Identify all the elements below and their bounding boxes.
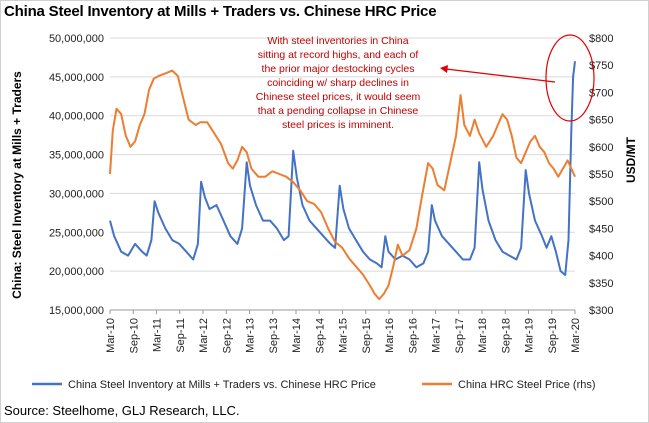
x-tick-label: Mar-13	[245, 318, 257, 353]
y2-tick-label: $550	[589, 169, 613, 181]
x-tick-label: Sep-11	[175, 318, 187, 353]
y-axis-title: China: Steel Inventory at Mills + Trader…	[10, 71, 24, 299]
annotation-line: With steel inventories in China	[267, 35, 408, 47]
price-series-line	[109, 69, 576, 301]
x-tick-label: Mar-17	[431, 318, 443, 353]
annotation-line: Chinese steel prices, it would seem	[256, 91, 421, 103]
x-tick-label: Mar-20	[570, 318, 582, 353]
y-tick-label: 35,000,000	[49, 150, 104, 162]
highlight-ellipse	[545, 34, 595, 122]
x-tick-label: Sep-10	[128, 318, 140, 353]
x-tick-label: Mar-16	[384, 318, 396, 353]
x-tick-label: Sep-12	[221, 318, 233, 353]
y2-tick-label: $300	[589, 305, 613, 317]
x-tick-label: Mar-14	[291, 318, 303, 353]
y2-tick-label: $350	[589, 278, 613, 290]
y-tick-label: 25,000,000	[49, 227, 104, 239]
y2-tick-label: $400	[589, 251, 613, 263]
annotation: With steel inventories in China sitting a…	[256, 35, 421, 131]
y-tick-label: 20,000,000	[49, 266, 104, 278]
x-tick-label: Sep-18	[500, 318, 512, 353]
x-tick-label: Sep-19	[547, 318, 559, 353]
y2-tick-label: $600	[589, 142, 613, 154]
y2-tick-label: $750	[589, 60, 613, 72]
y2-tick-label: $500	[589, 196, 613, 208]
source-note: Source: Steelhome, GLJ Research, LLC.	[4, 403, 240, 418]
y-axis-ticks: 15,000,000 20,000,000 25,000,000 30,000,000…	[49, 33, 104, 317]
y-tick-label: 30,000,000	[49, 188, 104, 200]
y2-tick-label: $450	[589, 223, 613, 235]
inventory-series-line	[109, 61, 576, 276]
y2-tick-label: $800	[589, 33, 613, 45]
x-tick-label: Sep-17	[454, 318, 466, 353]
legend: China Steel Inventory at Mills + Traders…	[32, 379, 596, 391]
x-tick-label: Mar-10	[105, 318, 117, 353]
x-tick-label: Sep-13	[268, 318, 280, 353]
legend-label-price: China HRC Steel Price (rhs)	[458, 379, 596, 391]
x-axis-ticks: Mar-10 Sep-10 Mar-11 Sep-11 Mar-12 Sep-12 Mar-…	[105, 309, 582, 353]
y2-tick-label: $700	[589, 87, 613, 99]
y2-tick-label: $650	[589, 115, 613, 127]
annotation-line: that a pending collapse in Chinese	[258, 105, 419, 117]
series-lines	[109, 61, 576, 301]
x-tick-label: Mar-18	[477, 318, 489, 353]
y-tick-label: 40,000,000	[49, 111, 104, 123]
x-tick-label: Mar-15	[338, 318, 350, 353]
x-tick-label: Mar-11	[152, 318, 164, 352]
y2-axis-ticks: $300 $350 $400 $450 $500 $550 $600 $650 $700 $750…	[589, 33, 613, 317]
arrow-head	[440, 65, 448, 73]
chart-title: China Steel Inventory at Mills + Traders…	[4, 3, 437, 20]
y-tick-label: 45,000,000	[49, 72, 104, 84]
annotation-line: steel prices is imminent.	[282, 119, 394, 131]
x-tick-label: Sep-16	[407, 318, 419, 353]
x-tick-label: Sep-15	[361, 318, 373, 353]
annotation-arrow	[445, 68, 556, 83]
y2-axis-title: USD/MT	[624, 136, 638, 183]
y-tick-label: 15,000,000	[49, 305, 104, 317]
y-tick-label: 50,000,000	[49, 33, 104, 45]
annotation-line: coinciding w/ sharp declines in	[267, 77, 409, 89]
annotation-line: the prior major destocking cycles	[262, 63, 415, 75]
legend-label-inventory: China Steel Inventory at Mills + Traders…	[68, 379, 376, 391]
annotation-line: sitting at record highs, and each of	[258, 49, 419, 61]
x-tick-label: Mar-12	[198, 318, 210, 353]
x-tick-label: Sep-14	[314, 318, 326, 353]
x-tick-label: Mar-19	[524, 318, 536, 353]
